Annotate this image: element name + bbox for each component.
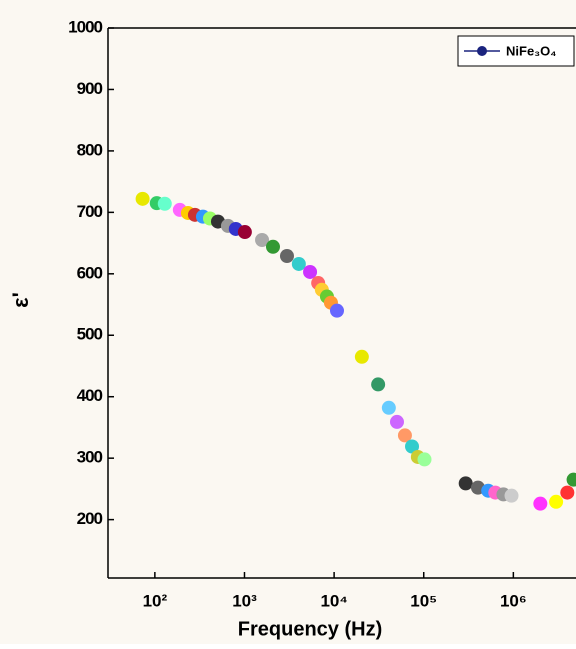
point [291, 256, 306, 271]
point [549, 494, 564, 509]
point [566, 472, 576, 487]
point [560, 485, 575, 500]
x-tick-label: 10² [143, 591, 168, 610]
point [237, 225, 252, 240]
y-tick-label: 300 [77, 448, 103, 467]
point [135, 191, 150, 206]
point [354, 349, 369, 364]
point [265, 239, 280, 254]
x-tick-label: 10⁴ [320, 591, 347, 610]
point [381, 400, 396, 415]
y-axis-label: ε' [8, 292, 33, 308]
y-tick-label: 600 [77, 263, 103, 282]
x-tick-label: 10³ [232, 591, 257, 610]
x-axis-label: Frequency (Hz) [238, 618, 382, 640]
point [255, 233, 270, 248]
point [397, 428, 412, 443]
point [371, 377, 386, 392]
y-tick-label: 800 [77, 140, 103, 159]
legend-label: NiFe₃O₄ [506, 43, 557, 58]
point [504, 488, 519, 503]
y-tick-label: 500 [77, 325, 103, 344]
point [389, 414, 404, 429]
point [405, 439, 420, 454]
point [329, 303, 344, 318]
y-tick-label: 200 [77, 509, 103, 528]
point [279, 248, 294, 263]
x-tick-label: 10⁶ [500, 591, 527, 610]
point [458, 476, 473, 491]
legend-marker [477, 46, 487, 56]
point [417, 452, 432, 467]
y-tick-label: 700 [77, 202, 103, 221]
y-tick-label: 400 [77, 386, 103, 405]
y-tick-label: 1000 [68, 17, 102, 36]
x-tick-label: 10⁵ [410, 591, 437, 610]
point [303, 264, 318, 279]
point [533, 496, 548, 511]
y-tick-label: 900 [77, 79, 103, 98]
point [157, 196, 172, 211]
